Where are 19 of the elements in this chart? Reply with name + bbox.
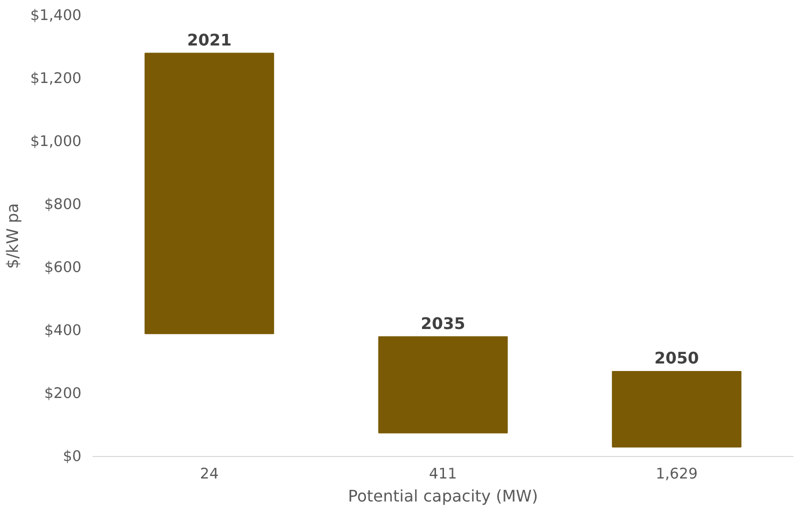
y-axis-title: $/kW pa <box>3 203 22 269</box>
bar <box>378 336 508 434</box>
x-axis-title: Potential capacity (MW) <box>348 486 538 506</box>
y-tick-label: $600 <box>44 259 82 276</box>
y-tick-label: $200 <box>44 385 82 402</box>
y-tick-label: $0 <box>62 448 82 465</box>
y-tick-label: $1,200 <box>30 70 82 87</box>
bar <box>144 52 274 334</box>
y-tick-label: $400 <box>44 322 82 339</box>
annotation: 2050 <box>654 348 699 368</box>
x-tick-label: 411 <box>429 466 457 482</box>
y-tick-label: $800 <box>44 196 82 213</box>
y-tick-label: $1,400 <box>30 7 82 24</box>
x-tick-label: 1,629 <box>656 466 698 482</box>
y-tick-label: $1,000 <box>30 133 82 150</box>
x-tick-label: 24 <box>200 466 219 482</box>
annotation: 2021 <box>187 30 232 50</box>
bar <box>612 370 742 448</box>
annotation: 2035 <box>420 314 466 333</box>
